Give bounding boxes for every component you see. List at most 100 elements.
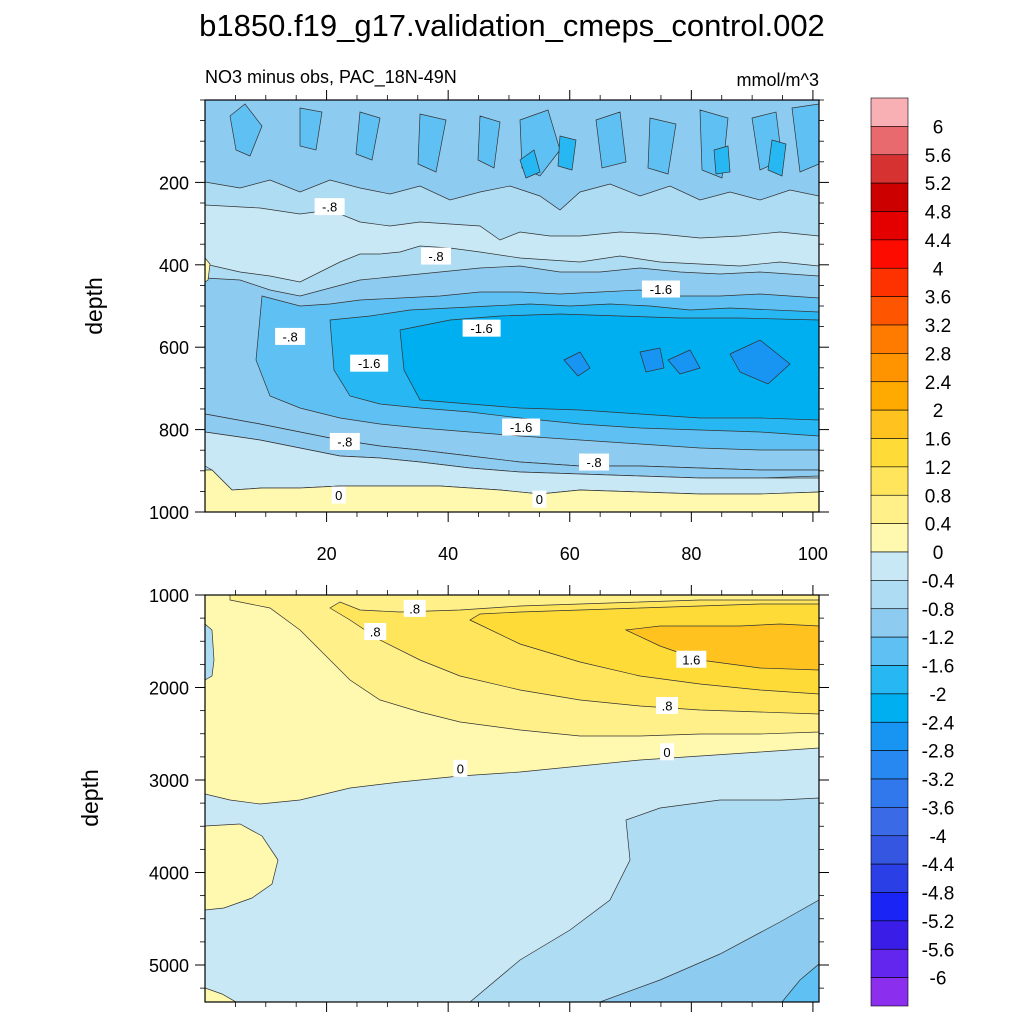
colorbar-swatch <box>870 324 909 354</box>
contour-label-bg <box>350 354 389 372</box>
fill-lower-deep-blob <box>205 823 279 911</box>
contour-label-text: 0 <box>536 492 543 507</box>
colorbar-swatch <box>870 807 909 837</box>
contour-label: -.8 <box>275 327 306 345</box>
y-tick-label: 800 <box>159 421 189 441</box>
colorbar-swatch <box>870 977 909 1007</box>
contour-label-text: .8 <box>662 699 673 714</box>
contour-label-bg <box>532 490 547 508</box>
contour-label-bg <box>403 599 426 617</box>
colorbar-label: -2 <box>930 685 947 706</box>
contour-label-text: -1.6 <box>470 321 492 336</box>
upper-panel: NO3 minus obs, PAC_18N-49N mmol/m^3 2004… <box>81 67 829 564</box>
y-tick-label: 600 <box>159 338 189 358</box>
contour-label-text: -.8 <box>428 249 443 264</box>
colorbar-label: 4.8 <box>925 203 951 224</box>
x-tick-label: 40 <box>438 544 458 564</box>
contour-label: -.8 <box>579 453 610 471</box>
x-tick-label: 100 <box>798 544 828 564</box>
colorbar-label: 0.4 <box>925 515 952 536</box>
contour-label-bg <box>462 319 501 337</box>
colorbar-swatch <box>870 835 909 865</box>
contour-label: .8 <box>364 623 387 640</box>
y-tick-label: 4000 <box>149 864 189 884</box>
contour-label-text: 0 <box>663 745 670 760</box>
colorbar-label: -4 <box>930 827 947 848</box>
contour-label: 0 <box>453 759 468 777</box>
contour-label-text: -1.6 <box>510 420 532 435</box>
contour-label-bg <box>329 432 360 450</box>
colorbar-swatch <box>870 438 909 468</box>
upper-panel-units: mmol/m^3 <box>737 70 819 90</box>
colorbar-label: -3.6 <box>922 798 955 819</box>
colorbar-swatch <box>870 665 909 695</box>
colorbar-swatch <box>870 580 909 610</box>
upper-ylabel: depth <box>81 277 107 335</box>
contour-label: -.8 <box>314 198 345 216</box>
contour-label: -1.6 <box>502 418 541 436</box>
colorbar-label: -4.4 <box>922 855 955 876</box>
fill-lower-deep-neg-3 <box>781 963 819 1002</box>
contour-label: -1.6 <box>641 280 680 298</box>
colorbar-label: -1.6 <box>922 657 955 678</box>
contour-label-text: -1.6 <box>650 282 672 297</box>
contour-label-bg <box>676 650 707 668</box>
colorbar-label: -5.6 <box>922 940 955 961</box>
colorbar-swatch <box>870 721 909 751</box>
upper-panel-title: NO3 minus obs, PAC_18N-49N <box>205 67 457 88</box>
colorbar-label: -0.8 <box>922 600 955 621</box>
lower-ylabel: depth <box>77 769 103 827</box>
colorbar-swatch <box>870 778 909 808</box>
contour-label-text: -.8 <box>337 434 352 449</box>
fill-lower-left-neg <box>205 623 215 681</box>
contour-label-text: -.8 <box>586 455 601 470</box>
contour-label-text: .8 <box>409 601 420 616</box>
colorbar-label: 5.2 <box>925 174 951 195</box>
colorbar-swatch <box>870 126 909 156</box>
fill-upper-noise-c <box>519 135 787 179</box>
lower-panel: 1000 2000 3000 4000 5000 .8 .8 1.6 .8 0 0 depth <box>77 585 829 1012</box>
colorbar-swatch <box>870 636 909 666</box>
contour-label-bg <box>660 743 675 761</box>
colorbar-swatch <box>870 920 909 950</box>
colorbar-label: 2.8 <box>925 344 951 365</box>
colorbar-label: 4.4 <box>925 231 952 252</box>
colorbar-label: -6 <box>930 969 947 990</box>
contour-label: 0 <box>660 743 675 761</box>
colorbar-swatch <box>870 494 909 524</box>
contour-label-bg <box>364 623 387 640</box>
colorbar-swatch <box>870 239 909 269</box>
colorbar-swatch <box>870 863 909 893</box>
fill-upper-left-wisp <box>205 257 211 283</box>
contour-label-text: 0 <box>335 488 342 503</box>
colorbar-swatch <box>870 892 909 922</box>
contour-label: -.8 <box>329 432 360 450</box>
colorbar-label: -1.2 <box>922 628 955 649</box>
colorbar-label: 3.2 <box>925 316 951 337</box>
contour-label-text: -.8 <box>283 329 298 344</box>
fill-upper-light-band <box>205 204 819 283</box>
contour-label-text: 0 <box>457 761 464 776</box>
colorbar-swatch <box>870 551 909 581</box>
colorbar-swatch <box>870 267 909 297</box>
contour-label: 1.6 <box>676 650 707 668</box>
colorbar-label: -5.2 <box>922 912 955 933</box>
colorbar-swatch <box>870 948 909 978</box>
y-tick-label: 1000 <box>149 586 189 606</box>
colorbar-label: 2 <box>933 401 944 422</box>
colorbar-swatch <box>870 211 909 241</box>
colorbar-label: 6 <box>933 117 944 138</box>
colorbar-label: 5.6 <box>925 146 951 167</box>
contour-label: 0 <box>532 490 547 508</box>
contour-label-bg <box>331 486 346 504</box>
colorbar-label: 0.8 <box>925 486 951 507</box>
colorbar-label: 1.2 <box>925 458 951 479</box>
lower-plot-frame <box>204 594 820 1003</box>
contour-label-bg <box>421 247 452 265</box>
contour-label-bg <box>502 418 541 436</box>
contour-label: .8 <box>403 599 426 617</box>
x-tick-label: 80 <box>681 544 701 564</box>
contour-label-text: -1.6 <box>358 356 380 371</box>
colorbar-label: -4.8 <box>922 884 955 905</box>
colorbar: 6 5.6 5.2 4.8 4.4 4 3.6 3.2 2.8 2.4 2 1.6 1.2 0.8 0.4 0… <box>870 97 955 1007</box>
